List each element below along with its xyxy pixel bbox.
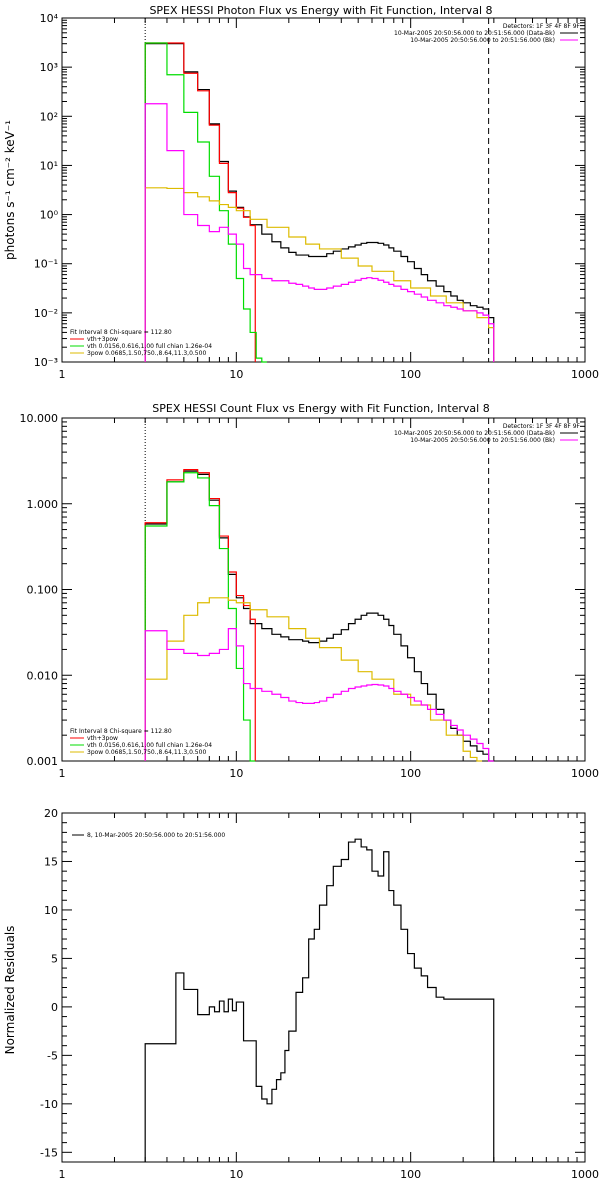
series-bk bbox=[144, 627, 494, 762]
fit-text-2: Fit Interval 8 Chi-square = 112.80 bbox=[70, 728, 172, 735]
x-tick-label: 1 bbox=[59, 368, 66, 381]
plot-frame-1 bbox=[61, 17, 586, 363]
plot-area-1: 1 10 100 1000 10⁻³ 10⁻² 10⁻¹ 10⁰ 10¹ 10² 10³ 10⁴ bbox=[34, 12, 599, 381]
y-tick-label: 0 bbox=[51, 1001, 58, 1014]
y-tick-label: 10² bbox=[40, 110, 58, 123]
y-tick-label: 10¹ bbox=[40, 159, 58, 172]
series-3pow bbox=[144, 187, 495, 362]
legend-bottom-2c: 3pow 0.0685,1.50,750.,8.64,11.3,0.500 bbox=[87, 749, 206, 756]
series-residuals bbox=[144, 838, 495, 1162]
y-tick-label: 10 bbox=[44, 904, 58, 917]
y-tick-label: 20 bbox=[44, 807, 58, 820]
y-tick-label: 10⁻² bbox=[34, 307, 58, 320]
panel-photon-flux: SPEX HESSI Photon Flux vs Energy with Fi… bbox=[3, 4, 599, 381]
legend-bottom-2a: vth+3pow bbox=[87, 735, 118, 742]
x-tick-label: 1 bbox=[59, 767, 66, 780]
detectors-text-1: Detectors: 1F 3F 4F 8F 9F bbox=[503, 23, 581, 30]
y-tick-label: -5 bbox=[47, 1049, 58, 1062]
plot-area-2: 1 10 100 1000 0.001 0.010 0.100 1.000 10.000 bbox=[20, 412, 600, 780]
y-tick-label: 10³ bbox=[40, 61, 58, 74]
x-tick-label: 10 bbox=[229, 767, 243, 780]
chart-title-2: SPEX HESSI Count Flux vs Energy with Fit… bbox=[152, 402, 489, 415]
detectors-text-2: Detectors: 1F 3F 4F 8F 9F bbox=[503, 423, 581, 430]
x-tick-label: 10 bbox=[229, 1168, 243, 1181]
x-tick-label: 10 bbox=[229, 368, 243, 381]
y-tick-label: 10⁴ bbox=[40, 12, 59, 25]
series-vth bbox=[144, 42, 267, 363]
series-3pow bbox=[144, 597, 483, 762]
y-tick-label: 10⁰ bbox=[40, 209, 59, 222]
legend-top-2a: 10-Mar-2005 20:50:56.000 to 20:51:56.000… bbox=[394, 430, 555, 437]
x-tick-label: 100 bbox=[400, 767, 421, 780]
y-tick-label: 0.001 bbox=[27, 755, 59, 768]
legend-bottom-1a: vth+3pow bbox=[87, 336, 118, 343]
legend-bottom-2b: vth 0.0156,0.616,1.00 full chian 1.26e-0… bbox=[87, 742, 212, 749]
series-data-bk bbox=[144, 43, 495, 362]
legend-3-text: 8, 10-Mar-2005 20:50:56.000 to 20:51:56.… bbox=[87, 832, 225, 839]
y-tick-label: 10.000 bbox=[20, 412, 59, 425]
legend-top-1a: 10-Mar-2005 20:50:56.000 to 20:51:56.000… bbox=[394, 30, 555, 37]
fit-text-1: Fit Interval 8 Chi-square = 112.80 bbox=[70, 329, 172, 336]
panel-residuals: 1 10 100 1000 -15 -10 -5 0 5 10 15 20 Normalized Re… bbox=[3, 807, 599, 1181]
x-tick-label: 1000 bbox=[571, 767, 599, 780]
x-tick-label: 100 bbox=[400, 368, 421, 381]
chart-title-1: SPEX HESSI Photon Flux vs Energy with Fi… bbox=[149, 4, 492, 17]
legend-top-1b: 10-Mar-2005 20:50:56.000 to 20:51:56.000… bbox=[410, 37, 555, 44]
y-tick-label: 0.010 bbox=[27, 669, 59, 682]
y-tick-label: 5 bbox=[51, 952, 58, 965]
x-tick-label: 100 bbox=[400, 1168, 421, 1181]
y-tick-label: -15 bbox=[40, 1146, 58, 1159]
panel-count-flux: SPEX HESSI Count Flux vs Energy with Fit… bbox=[20, 402, 600, 780]
x-tick-label: 1000 bbox=[571, 368, 599, 381]
y-tick-label: 10⁻³ bbox=[34, 356, 58, 369]
y-tick-label: 15 bbox=[44, 855, 58, 868]
series-vth-3pow bbox=[144, 469, 256, 761]
y-tick-label: 10⁻¹ bbox=[34, 258, 58, 271]
x-tick-label: 1 bbox=[59, 1168, 66, 1181]
y-axis-label-1: photons s⁻¹ cm⁻² keV⁻¹ bbox=[3, 120, 17, 260]
series-vth-3pow bbox=[144, 42, 256, 362]
plot-frame-2 bbox=[61, 417, 586, 762]
legend-top-2b: 10-Mar-2005 20:50:56.000 to 20:51:56.000… bbox=[410, 437, 555, 444]
series-bk bbox=[144, 103, 495, 362]
series-data-bk bbox=[144, 470, 494, 762]
y-tick-label: 1.000 bbox=[27, 498, 59, 511]
y-axis-label-3: Normalized Residuals bbox=[3, 926, 17, 1055]
plot-frame-3 bbox=[61, 812, 586, 1163]
x-tick-label: 1000 bbox=[571, 1168, 599, 1181]
plot-area-3: 1 10 100 1000 -15 -10 -5 0 5 10 15 20 bbox=[40, 807, 599, 1181]
y-tick-label: -10 bbox=[40, 1098, 58, 1111]
legend-bottom-1b: vth 0.0156,0.616,1.00 full chian 1.26e-0… bbox=[87, 343, 212, 350]
legend-bottom-1c: 3pow 0.0685,1.50,750.,8.64,11.3,0.500 bbox=[87, 350, 206, 357]
y-tick-label: 0.100 bbox=[27, 584, 59, 597]
series-vth bbox=[144, 472, 256, 762]
